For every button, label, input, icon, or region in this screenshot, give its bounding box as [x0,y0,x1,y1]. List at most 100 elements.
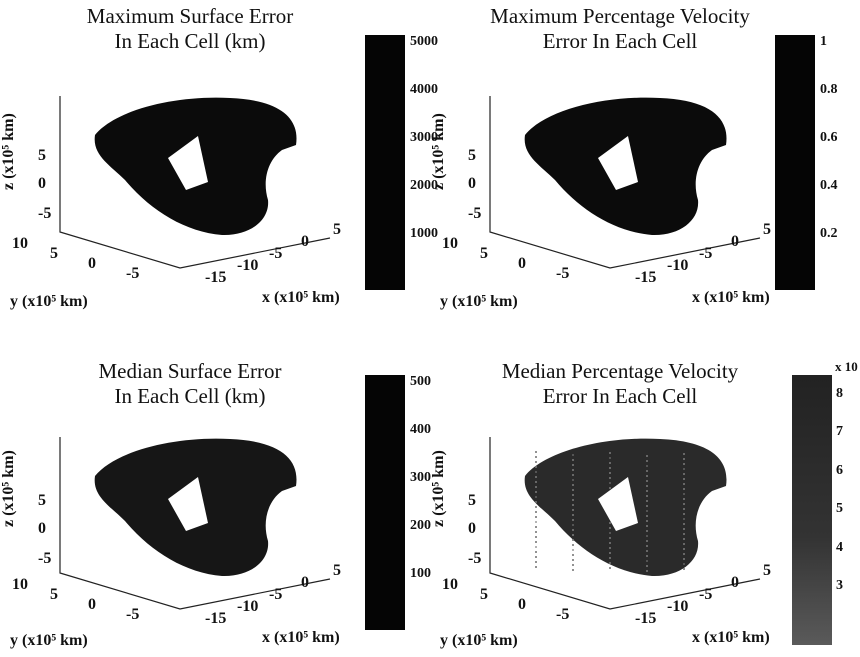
x-tick-label: -15 [635,269,656,286]
colorbar-tick-label: 1000 [410,226,438,242]
title-line-2: In Each Cell (km) [114,384,266,408]
surface-cell [609,452,611,454]
surface-cell [646,545,648,547]
y-tick-label: 5 [50,245,58,262]
surface-cell [535,501,537,503]
title-line-2: In Each Cell (km) [114,29,266,53]
x-tick-label: -5 [269,245,282,262]
surface-cell [535,526,537,528]
surface-cell [535,476,537,478]
colorbar-tick-label: 2000 [410,178,438,194]
surface-cell [572,554,574,556]
surface-cell [572,559,574,561]
x-tick-label: -10 [667,257,688,274]
x-tick-label: -5 [699,586,712,603]
surface-cell [646,550,648,552]
surface-cell [646,530,648,532]
surface-cell [572,474,574,476]
surface-cell [535,546,537,548]
surface-cell [572,454,574,456]
colorbar-tick-label: 0.4 [820,178,838,194]
surface-plot: 5 0 -5 10 5 0 -5 -15 -10 -5 0 5 [442,437,771,627]
surface-cell [535,516,537,518]
y-tick-label: -5 [126,265,139,282]
surface-cell [535,471,537,473]
surface-cell [646,535,648,537]
axis-box-line [489,437,761,610]
surface-cell [572,484,574,486]
surface-cell [535,451,537,453]
x-axis-label: x (x10⁵ km) [692,629,770,646]
surface-cell [683,473,685,475]
surface-cell [683,518,685,520]
z-tick-label: 5 [468,147,476,164]
surface-cell [535,486,537,488]
y-tick-label: -5 [556,265,569,282]
surface-cell [683,453,685,455]
surface-cell [646,500,648,502]
surface-cell [683,508,685,510]
y-tick-label: 0 [518,596,526,613]
colorbar-tick-label: 300 [410,470,431,486]
y-tick-label: 5 [50,586,58,603]
x-axis-label: x (x10⁵ km) [262,289,340,306]
y-tick-label: 0 [88,596,96,613]
z-tick-label: 0 [468,175,476,192]
panel-median-surface-error: Median Surface Error In Each Cell (km) 5… [0,329,431,657]
surface-cell [535,541,537,543]
surface-cell [683,538,685,540]
z-tick-label: 5 [38,147,46,164]
surface-cell [609,482,611,484]
surface-cell [572,519,574,521]
surface-cell [609,472,611,474]
z-axis-label: z (x10⁵ km) [430,450,447,527]
surface-cell [572,564,574,566]
colorbar-tick-label: 400 [410,422,431,438]
surface-plot: 5 0 -5 10 5 0 -5 -15 -10 -5 0 5 [442,96,771,286]
z-axis-label: z (x10⁵ km) [430,113,447,190]
surface-cell [535,466,537,468]
surface-plot: 5 0 -5 10 5 0 -5 -15 -10 -5 0 5 [12,437,341,627]
surface-cell [609,562,611,564]
surface-cell [535,506,537,508]
surface-cell [609,567,611,569]
surface-cell [535,521,537,523]
surface-cell [683,513,685,515]
colorbar-tick-label: 6 [836,462,843,478]
surface-cell [683,568,685,570]
y-axis-label: y (x10⁵ km) [10,632,88,649]
colorbar-tick-label: 4000 [410,82,438,98]
y-tick-label: 10 [12,576,28,593]
colorbar-tick-label: 4 [836,539,843,555]
title-line-2: Error In Each Cell [542,384,698,408]
x-tick-label: 5 [333,562,341,579]
y-axis-label: y (x10⁵ km) [440,632,518,649]
surface-cell [535,491,537,493]
surface-cell [535,561,537,563]
y-tick-label: 5 [480,245,488,262]
surface-cell [646,480,648,482]
z-tick-label: -5 [468,205,481,222]
surface-cell [646,560,648,562]
axis-box-line [489,96,761,269]
surface-cell [683,468,685,470]
surface-cell [683,553,685,555]
surface-cell [646,475,648,477]
y-tick-label: 10 [442,235,458,252]
colorbar-exponent: x 10 [835,359,858,374]
y-tick-label: -5 [126,606,139,623]
panel-max-surface-error: Maximum Surface Error In Each Cell (km) … [0,0,438,328]
surface-cell [572,549,574,551]
x-tick-label: -15 [205,269,226,286]
surface-cell [609,522,611,524]
colorbar-tick-label: 0.2 [820,226,838,242]
x-tick-label: 5 [333,221,341,238]
surface-cell [572,544,574,546]
surface-cell [646,525,648,527]
panel-title: Median Surface Error In Each Cell (km) [10,359,370,409]
surface-cell [572,479,574,481]
surface-cell [609,537,611,539]
x-tick-label: -10 [237,598,258,615]
surface-cell [572,469,574,471]
surface-cell [535,531,537,533]
